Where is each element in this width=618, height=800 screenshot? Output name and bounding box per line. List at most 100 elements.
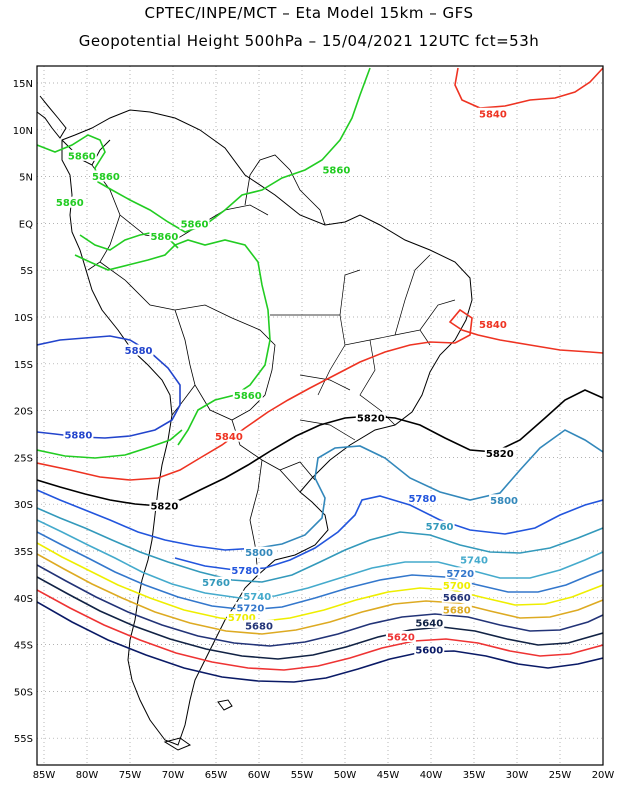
- contour-5640: [37, 576, 603, 660]
- contour-label-bg: [459, 554, 489, 566]
- lat-tick-label: EQ: [19, 219, 33, 230]
- contour-label-5860: 5860: [234, 391, 262, 402]
- contour-label-bg: [414, 644, 445, 656]
- contour-label-5800: 5800: [490, 496, 518, 507]
- contour-5740: [37, 519, 603, 599]
- geopotential-contours: [37, 67, 603, 683]
- coastlines-and-borders: [37, 95, 473, 751]
- contour-label-5880: 5880: [125, 346, 153, 357]
- lon-tick-label: 65W: [205, 770, 228, 781]
- contour-label-5740: 5740: [243, 592, 271, 603]
- contour-label-bg: [232, 389, 263, 401]
- contour-label-5820: 5820: [150, 501, 178, 512]
- contour-label-bg: [90, 170, 121, 182]
- contour-label-bg: [244, 619, 274, 631]
- contour-labels: 5860586058605860586058605860584058405840…: [54, 107, 520, 657]
- contour-label-bg: [242, 590, 273, 602]
- contour-5840-north: [454, 67, 603, 109]
- contour-label-5840: 5840: [479, 109, 507, 120]
- contour-label-bg: [235, 601, 266, 613]
- contour-label-5840: 5840: [215, 432, 243, 443]
- lat-tick-label: 45S: [14, 641, 33, 652]
- plot-border: [36, 65, 604, 766]
- lat-tick-label: 20S: [14, 407, 33, 418]
- contour-5820: [37, 389, 603, 507]
- contour-label-5860: 5860: [150, 232, 178, 243]
- lon-tick-label: 30W: [506, 770, 529, 781]
- caribbean-coast: [61, 139, 111, 166]
- contour-label-5860: 5860: [92, 172, 120, 183]
- axis-labels: 15N 10N 5N EQ 5S 10S 15S 20S 25S 30S 35S 40S 45S 50S 5…: [13, 79, 615, 781]
- contour-label-5700: 5700: [443, 581, 471, 592]
- contour-label-bg: [179, 218, 210, 230]
- lat-tick-label: 15N: [13, 79, 33, 90]
- contour-label-5660: 5660: [443, 593, 471, 604]
- lon-tick-label: 40W: [420, 770, 443, 781]
- contour-label-bg: [355, 411, 386, 423]
- contour-label-5880: 5880: [64, 430, 92, 441]
- lat-tick-label: 15S: [14, 360, 33, 371]
- contour-5800-loop: [257, 429, 603, 549]
- lon-tick-label: 85W: [33, 770, 56, 781]
- lon-tick-label: 75W: [119, 770, 142, 781]
- lat-tick-label: 50S: [14, 687, 33, 698]
- contour-label-bg: [407, 492, 438, 504]
- contour-5860-north: [37, 67, 371, 233]
- contour-5600: [37, 601, 603, 683]
- contour-label-bg: [414, 616, 445, 628]
- contour-label-bg: [149, 499, 180, 511]
- map-title: CPTEC/INPE/MCT – Eta Model 15km – GFS: [144, 4, 474, 22]
- contour-label-bg: [149, 230, 180, 242]
- contour-5860-south: [74, 239, 271, 446]
- contour-label-5860: 5860: [68, 151, 96, 162]
- contour-5880: [37, 335, 181, 439]
- contour-label-bg: [226, 611, 257, 623]
- lat-tick-label: 5N: [19, 173, 33, 184]
- contour-5780-b: [174, 495, 603, 571]
- contour-label-5780: 5780: [231, 566, 259, 577]
- central-america-coastline: [37, 95, 67, 139]
- contour-label-bg: [489, 494, 520, 506]
- lon-tick-label: 25W: [549, 770, 572, 781]
- lon-tick-label: 20W: [592, 770, 615, 781]
- lon-tick-label: 35W: [463, 770, 486, 781]
- contour-5760: [37, 507, 603, 583]
- lat-tick-label: 10N: [13, 126, 33, 137]
- contour-label-bg: [477, 107, 508, 119]
- contour-5660: [37, 564, 603, 647]
- contour-label-bg: [66, 149, 97, 161]
- contour-label-bg: [385, 630, 416, 642]
- contour-5860-lower: [37, 429, 183, 459]
- lat-tick-label: 40S: [14, 594, 33, 605]
- contour-label-5600: 5600: [415, 646, 443, 657]
- lon-tick-label: 55W: [291, 770, 314, 781]
- contour-label-5680: 5680: [443, 605, 471, 616]
- contour-label-bg: [445, 567, 476, 579]
- contour-label-5680: 5680: [245, 621, 273, 632]
- contour-label-bg: [441, 579, 472, 591]
- lon-tick-label: 45W: [377, 770, 400, 781]
- contour-label-bg: [123, 344, 154, 356]
- contour-label-bg: [441, 603, 472, 615]
- lat-tick-label: 25S: [14, 453, 33, 464]
- contour-label-5840: 5840: [479, 320, 507, 331]
- contour-5840-main: [37, 308, 603, 481]
- contour-label-5780: 5780: [408, 494, 436, 505]
- contour-label-5640: 5640: [415, 618, 443, 629]
- contour-label-bg: [321, 163, 352, 175]
- contour-label-5820: 5820: [486, 449, 514, 460]
- contour-label-bg: [54, 196, 85, 208]
- contour-label-5820: 5820: [357, 413, 385, 424]
- graticule: [37, 66, 604, 765]
- lat-tick-label: 30S: [14, 500, 33, 511]
- lon-tick-label: 70W: [162, 770, 185, 781]
- lon-tick-label: 50W: [334, 770, 357, 781]
- country-borders: [87, 154, 326, 576]
- contour-label-5760: 5760: [202, 578, 230, 589]
- contour-label-bg: [244, 546, 274, 558]
- south-america-coastline: [61, 109, 473, 746]
- contour-5680: [37, 553, 603, 635]
- contour-5720: [37, 531, 603, 611]
- contour-label-5760: 5760: [426, 522, 454, 533]
